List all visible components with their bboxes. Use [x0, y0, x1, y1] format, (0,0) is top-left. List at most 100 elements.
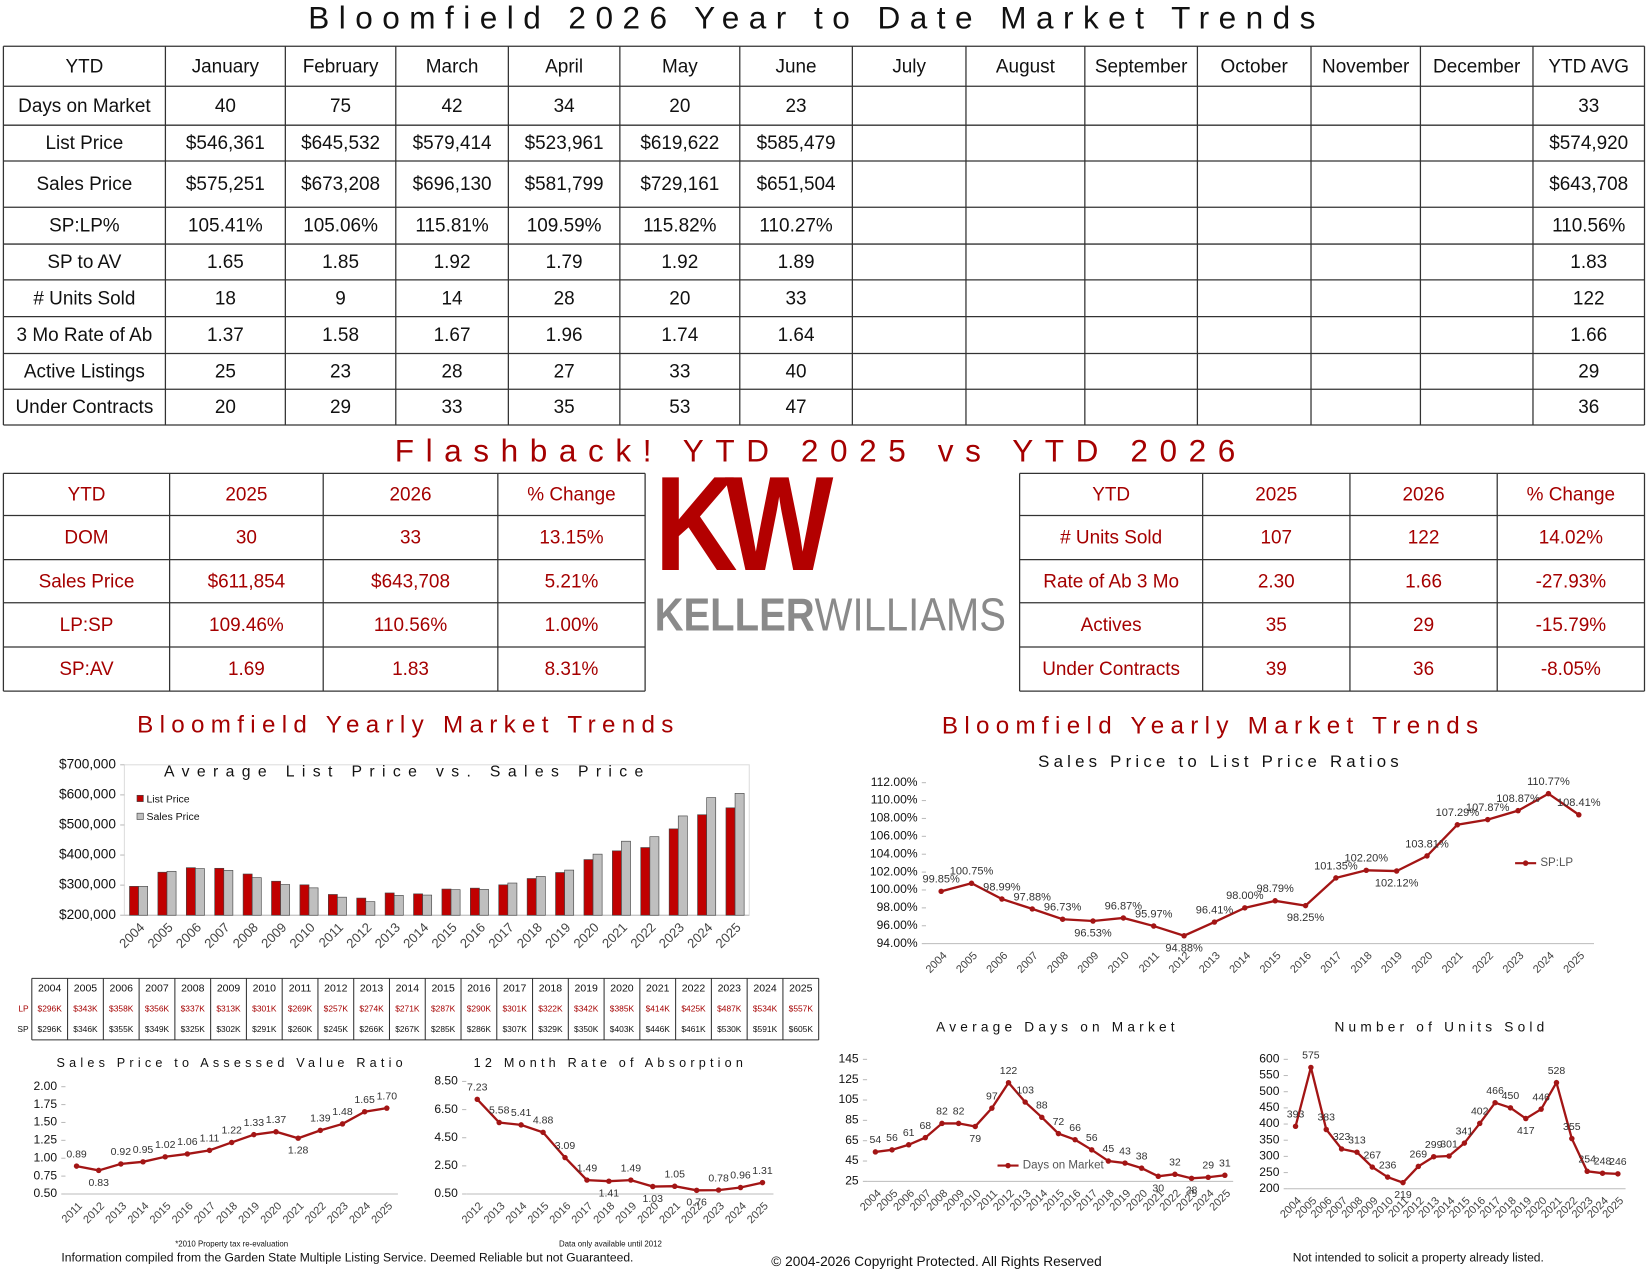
- x-tick-label: 2017: [485, 920, 516, 951]
- data-label: 1.65: [354, 1094, 375, 1106]
- table-cell: $673,208: [301, 174, 380, 195]
- table-cell: $356K: [145, 1003, 170, 1013]
- point: [1323, 1126, 1329, 1133]
- y-tick-label: 350: [1259, 1132, 1279, 1146]
- x-tick-label: 2011: [1137, 950, 1162, 975]
- table-cell: $581,799: [525, 174, 604, 195]
- table-header: July: [892, 56, 926, 77]
- x-tick-label: 2025: [713, 920, 744, 951]
- table-cell: 36: [1578, 397, 1599, 418]
- table-cell: 1.74: [661, 325, 698, 346]
- section-title: Bloomfield Yearly Market Trends: [137, 711, 680, 738]
- y-tick-label: 6.50: [434, 1102, 458, 1116]
- x-tick-label: 2018: [214, 1200, 240, 1226]
- table-cell: $343K: [73, 1003, 98, 1013]
- bar: [583, 859, 594, 916]
- data-label: 0.96: [730, 1170, 751, 1182]
- table-cell: 35: [554, 397, 575, 418]
- data-label: 269: [1410, 1149, 1428, 1161]
- footer-right: Not intended to solicit a property alrea…: [1293, 1250, 1544, 1264]
- point: [1155, 1173, 1162, 1180]
- table-header: 2010: [253, 982, 277, 994]
- x-tick-label: 2013: [482, 1200, 508, 1226]
- flashback-title: Flashback! YTD 2025 vs YTD 2026: [395, 433, 1247, 469]
- point: [1477, 1120, 1483, 1127]
- table-cell: $729,161: [640, 174, 719, 195]
- point: [650, 1183, 656, 1190]
- table-cell: Active Listings: [24, 361, 145, 382]
- table-cell: $325K: [181, 1024, 206, 1034]
- table-cell: 109.59%: [527, 216, 602, 237]
- point: [1211, 919, 1218, 925]
- data-label: 1.49: [577, 1162, 598, 1174]
- table-cell: 105.41%: [188, 216, 263, 237]
- x-tick-label: 2023: [1501, 950, 1527, 976]
- point: [989, 1105, 995, 1111]
- table-cell: 1.83: [1570, 252, 1607, 273]
- table-cell: $291K: [252, 1024, 277, 1034]
- data-label: 313: [1348, 1134, 1366, 1146]
- table-cell: 1.66: [1405, 571, 1442, 592]
- y-tick-label: 250: [1259, 1165, 1279, 1179]
- x-tick-label: 2013: [103, 1200, 129, 1226]
- point: [1029, 906, 1035, 912]
- x-tick-label: 2018: [591, 1200, 617, 1226]
- y-tick-label: 125: [839, 1072, 859, 1086]
- table-header: February: [303, 56, 379, 77]
- x-tick-label: 2009: [1076, 950, 1102, 976]
- x-tick-label: 2022: [627, 920, 658, 951]
- bar: [640, 847, 651, 916]
- table-cell: $425K: [681, 1003, 706, 1013]
- y-tick-label: 145: [839, 1052, 859, 1066]
- table-cell: $266K: [359, 1024, 384, 1034]
- table-cell: 2.30: [1258, 571, 1295, 592]
- x-tick-label: 2010: [1106, 950, 1132, 976]
- x-tick-label: 2019: [1379, 950, 1405, 976]
- table-cell: $290K: [467, 1003, 492, 1013]
- table-cell: $285K: [431, 1024, 456, 1034]
- data-label: 97: [986, 1090, 998, 1102]
- legend-point: [1522, 860, 1529, 866]
- bar: [223, 870, 234, 916]
- y-tick-label: 65: [845, 1133, 859, 1147]
- x-tick-label: 2012: [460, 1200, 486, 1226]
- y-tick-label: $500,000: [59, 817, 116, 832]
- y-tick-label: 100.00%: [870, 882, 918, 896]
- table-header: YTD: [65, 56, 103, 77]
- data-label: 1.41: [599, 1188, 620, 1200]
- data-label: 98.25%: [1287, 912, 1325, 924]
- y-tick-label: $400,000: [59, 847, 116, 862]
- bar: [365, 901, 376, 916]
- table-header: 2023: [718, 982, 742, 994]
- table-cell: 29: [330, 397, 351, 418]
- data-label: 7.23: [467, 1082, 488, 1094]
- data-label: 38: [1136, 1150, 1148, 1162]
- point: [693, 1187, 700, 1194]
- x-tick-label: 2015: [429, 920, 460, 951]
- data-label: 101.35%: [1314, 860, 1358, 872]
- table-header: 2024: [753, 982, 777, 994]
- table-cell: 23: [786, 96, 807, 117]
- bar: [507, 882, 518, 916]
- table-cell: $296K: [38, 1024, 63, 1034]
- point: [628, 1177, 634, 1183]
- table-header: YTD: [1092, 484, 1130, 505]
- table-cell: $523,961: [525, 133, 604, 154]
- data-label: 1.02: [155, 1139, 176, 1151]
- point: [1393, 868, 1400, 874]
- point: [1569, 1135, 1575, 1142]
- point: [1369, 1164, 1376, 1170]
- table-cell: 115.82%: [643, 216, 716, 237]
- table-cell: 42: [442, 96, 463, 117]
- table-header: May: [662, 56, 698, 77]
- table-header: YTD: [68, 484, 106, 505]
- point: [584, 1177, 590, 1183]
- bar: [195, 868, 205, 916]
- data-label: 122: [1000, 1065, 1018, 1077]
- table-cell: 20: [215, 397, 236, 418]
- bar: [450, 889, 461, 916]
- x-tick-label: 2025: [745, 1200, 771, 1226]
- table-cell: 33: [442, 397, 463, 418]
- point: [273, 1129, 279, 1135]
- table-cell: 110.56%: [1552, 216, 1625, 237]
